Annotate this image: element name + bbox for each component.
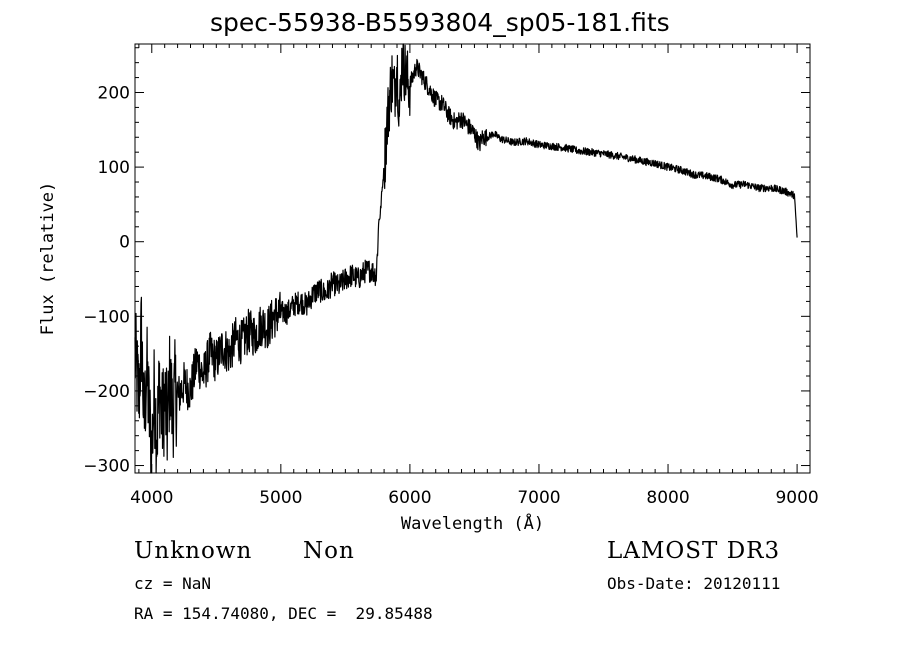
x-tick-label: 9000	[775, 488, 818, 508]
subclass-label: Non	[303, 538, 355, 564]
plot-frame	[134, 43, 811, 474]
y-tick-label: 100	[98, 158, 130, 178]
x-axis-label: Wavelength (Å)	[401, 512, 544, 534]
x-tick-label: 6000	[388, 488, 431, 508]
y-tick-label: 200	[98, 83, 130, 103]
y-tick-label: −100	[83, 307, 130, 327]
y-tick-label: −200	[83, 382, 130, 402]
x-tick-label: 7000	[517, 488, 560, 508]
y-tick-label: −300	[83, 457, 130, 477]
survey-label: LAMOST DR3	[607, 538, 781, 564]
obs-date-label: Obs-Date: 20120111	[607, 574, 781, 593]
coordinates-label: RA = 154.74080, DEC = 29.85488	[134, 604, 433, 623]
tick-labels: 4000 5000 6000 7000 8000 9000 −300 −200 −100 0 100…	[83, 83, 818, 508]
axis-ticks	[135, 44, 811, 473]
x-tick-label: 5000	[259, 488, 302, 508]
y-tick-label: 0	[119, 233, 130, 253]
redshift-label: cz = NaN	[134, 574, 212, 593]
y-axis-label: Flux (relative)	[38, 182, 58, 336]
chart-title: spec-55938-B5593804_sp05-181.fits	[210, 8, 670, 37]
spectrum-series-line	[134, 43, 798, 474]
x-tick-label: 4000	[130, 488, 173, 508]
x-tick-label: 8000	[646, 488, 689, 508]
class-label: Unknown	[134, 538, 253, 564]
